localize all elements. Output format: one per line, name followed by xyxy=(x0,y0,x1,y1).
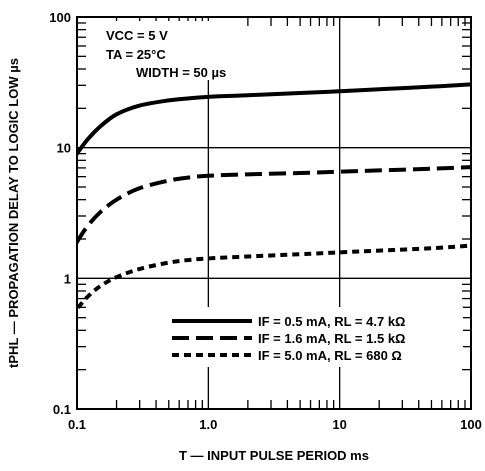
y-tick-label: 100 xyxy=(49,10,71,25)
legend: IF = 0.5 mA, RL = 4.7 kΩ IF = 1.6 mA, RL … xyxy=(172,314,405,363)
legend-label-1: IF = 0.5 mA, RL = 4.7 kΩ xyxy=(258,314,405,329)
y-tick-label: 1 xyxy=(64,271,71,286)
legend-background xyxy=(168,307,463,367)
conditions-background xyxy=(90,21,240,80)
condition-ta: TA = 25°C xyxy=(106,47,166,62)
y-tick-label: 10 xyxy=(57,141,71,156)
y-tick-label: 0.1 xyxy=(53,402,71,417)
condition-vcc: VCC = 5 V xyxy=(106,28,168,43)
x-tick-label: 0.1 xyxy=(68,417,86,432)
x-tick-label: 10 xyxy=(332,417,346,432)
x-tick-label: 1.0 xyxy=(199,417,217,432)
series-line-2 xyxy=(77,165,471,246)
condition-width: WIDTH = 50 µs xyxy=(136,65,226,80)
y-axis-label: tPHL — PROPAGATION DELAY TO LOGIC LOW µs xyxy=(6,58,21,368)
series-line-1 xyxy=(77,82,471,158)
tick-labels-group: 0.1 1.0 10 100 0.1 1 10 100 xyxy=(49,10,482,432)
legend-label-2: IF = 1.6 mA, RL = 1.5 kΩ xyxy=(258,331,405,346)
series-group xyxy=(77,82,471,313)
legend-label-3: IF = 5.0 mA, RL = 680 Ω xyxy=(258,348,402,363)
series-line-3 xyxy=(77,243,471,313)
x-axis-label: T — INPUT PULSE PERIOD ms xyxy=(179,448,369,463)
x-tick-label: 100 xyxy=(460,417,482,432)
ticks-group xyxy=(77,17,471,409)
plot-frame xyxy=(76,16,472,410)
